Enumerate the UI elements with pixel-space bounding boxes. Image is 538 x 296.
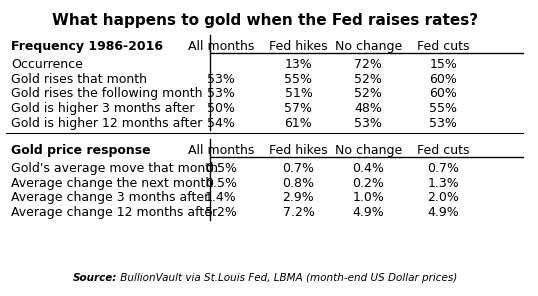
Text: 1.3%: 1.3% [428, 177, 459, 190]
Text: Gold price response: Gold price response [11, 144, 151, 157]
Text: Source:: Source: [73, 273, 118, 283]
Text: 1.0%: 1.0% [352, 191, 384, 204]
Text: 0.5%: 0.5% [205, 177, 237, 190]
Text: Frequency 1986-2016: Frequency 1986-2016 [11, 40, 163, 53]
Text: 48%: 48% [355, 102, 383, 115]
Text: Average change 3 months after: Average change 3 months after [11, 191, 209, 204]
Text: Fed hikes: Fed hikes [269, 144, 328, 157]
Text: 0.7%: 0.7% [282, 162, 315, 175]
Text: 0.8%: 0.8% [282, 177, 315, 190]
Text: 52%: 52% [355, 87, 383, 100]
Text: 0.2%: 0.2% [352, 177, 384, 190]
Text: No change: No change [335, 144, 402, 157]
Text: 55%: 55% [285, 73, 313, 86]
Text: BullionVault via St.Louis Fed, LBMA (month-end US Dollar prices): BullionVault via St.Louis Fed, LBMA (mon… [117, 273, 457, 283]
Text: 61%: 61% [285, 117, 313, 130]
Text: 50%: 50% [207, 102, 235, 115]
Text: Average change the next month: Average change the next month [11, 177, 214, 190]
Text: 53%: 53% [429, 117, 457, 130]
Text: Fed hikes: Fed hikes [269, 40, 328, 53]
Text: 2.0%: 2.0% [428, 191, 459, 204]
Text: All months: All months [188, 144, 254, 157]
Text: 1.4%: 1.4% [205, 191, 237, 204]
Text: 15%: 15% [429, 58, 457, 71]
Text: 4.9%: 4.9% [428, 206, 459, 219]
Text: 0.7%: 0.7% [427, 162, 459, 175]
Text: What happens to gold when the Fed raises rates?: What happens to gold when the Fed raises… [52, 13, 478, 28]
Text: 54%: 54% [207, 117, 235, 130]
Text: 53%: 53% [355, 117, 383, 130]
Text: 55%: 55% [429, 102, 457, 115]
Text: 72%: 72% [355, 58, 383, 71]
Text: 5.2%: 5.2% [205, 206, 237, 219]
Text: 60%: 60% [429, 73, 457, 86]
Text: 0.4%: 0.4% [352, 162, 384, 175]
Text: Fed cuts: Fed cuts [417, 144, 470, 157]
Text: 52%: 52% [355, 73, 383, 86]
Text: All months: All months [188, 40, 254, 53]
Text: 4.9%: 4.9% [352, 206, 384, 219]
Text: 7.2%: 7.2% [282, 206, 314, 219]
Text: Gold rises the following month: Gold rises the following month [11, 87, 203, 100]
Text: 0.5%: 0.5% [205, 162, 237, 175]
Text: 60%: 60% [429, 87, 457, 100]
Text: Gold's average move that month: Gold's average move that month [11, 162, 218, 175]
Text: 51%: 51% [285, 87, 313, 100]
Text: 53%: 53% [207, 73, 235, 86]
Text: Gold is higher 12 months after: Gold is higher 12 months after [11, 117, 202, 130]
Text: No change: No change [335, 40, 402, 53]
Text: Average change 12 months after: Average change 12 months after [11, 206, 217, 219]
Text: 53%: 53% [207, 87, 235, 100]
Text: 57%: 57% [285, 102, 313, 115]
Text: Fed cuts: Fed cuts [417, 40, 470, 53]
Text: Gold is higher 3 months after: Gold is higher 3 months after [11, 102, 195, 115]
Text: 13%: 13% [285, 58, 313, 71]
Text: Occurrence: Occurrence [11, 58, 83, 71]
Text: 2.9%: 2.9% [282, 191, 314, 204]
Text: Gold rises that month: Gold rises that month [11, 73, 147, 86]
